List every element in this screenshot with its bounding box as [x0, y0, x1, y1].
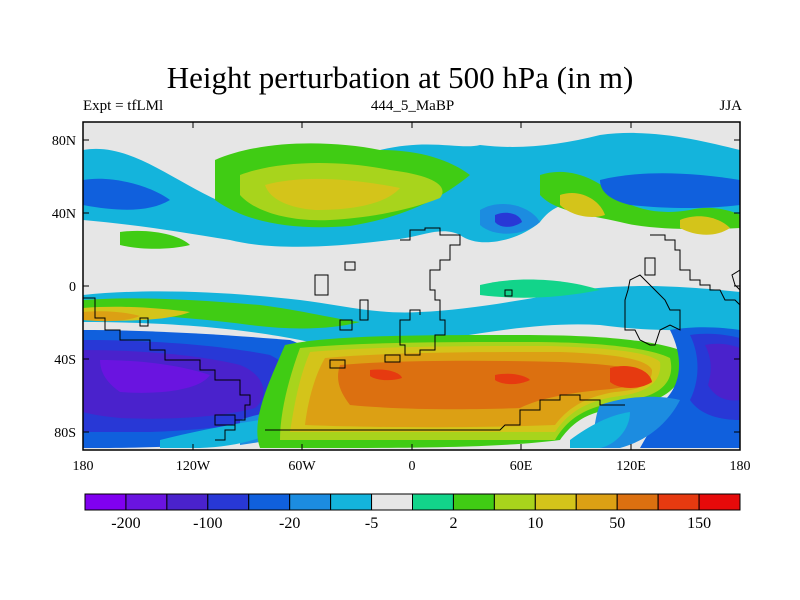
y-tick-label: 40N [52, 207, 76, 222]
x-tick-label: 60E [510, 459, 533, 474]
x-axis: 180 120W 60W 0 60E 120E 180 [73, 122, 751, 474]
coastline-island-11 [731, 269, 740, 291]
coastline-island-8 [644, 257, 656, 276]
colorbar-label: 2 [449, 515, 457, 532]
contour-north-blue-4 [495, 212, 522, 227]
x-tick-label: 120W [176, 459, 211, 474]
colorbar-swatch [493, 493, 536, 511]
x-tick-label: 60W [288, 459, 316, 474]
colorbar-swatch [575, 493, 618, 511]
contour-north-blue-2 [600, 173, 740, 209]
contour-north-yellow-3 [680, 216, 730, 235]
colorbar-swatch [84, 493, 127, 511]
contour-tropical-orange [83, 311, 140, 322]
colorbar-label: -200 [111, 515, 140, 532]
y-tick-label: 40S [54, 353, 76, 368]
coastline-antarctic [265, 394, 625, 431]
coastline-island-4 [139, 317, 149, 327]
season-label: JJA [719, 98, 742, 114]
coastline-island-10 [339, 319, 353, 331]
y-tick-label: 0 [69, 280, 76, 295]
x-tick-label: 0 [409, 459, 416, 474]
x-tick-label: 180 [73, 459, 94, 474]
colorbar-label: 50 [609, 515, 625, 532]
contour-north-yellow-2 [560, 192, 605, 217]
contour-south-purple-east [705, 343, 740, 401]
coastline-australia [624, 274, 681, 346]
experiment-label: Expt = tfLMl [83, 98, 164, 114]
contour-south-red-2 [495, 373, 530, 385]
colorbar-swatch [125, 493, 168, 511]
contour-south-darkorange [338, 360, 645, 410]
colorbar-swatch [452, 493, 495, 511]
contour-south-cyan-east [570, 412, 630, 448]
colorbar-swatch [534, 493, 577, 511]
coastline-island-9 [214, 414, 236, 426]
colorbar-swatch [248, 493, 291, 511]
colorbar-swatch [657, 493, 700, 511]
y-tick-label: 80S [54, 426, 76, 441]
colorbar-swatch [698, 493, 741, 511]
contour-south-red [610, 365, 652, 388]
colorbar-label: -20 [279, 515, 300, 532]
colorbar-swatch [616, 493, 659, 511]
x-tick-label: 120E [616, 459, 646, 474]
contour-field [83, 122, 740, 450]
contour-tropical-green [83, 298, 360, 329]
coastline-island-2 [344, 261, 356, 271]
coastline-island-6 [384, 354, 401, 363]
coastline-asia-east [650, 234, 740, 306]
contour-north-green-3 [120, 230, 190, 249]
contour-north-blue [83, 178, 170, 210]
coastline-africa [399, 227, 461, 356]
colorbar-swatch [371, 493, 413, 511]
chart-title: Height perturbation at 500 hPa (in m) [166, 60, 634, 95]
x-tick-label: 180 [730, 459, 751, 474]
coastline-island-7 [504, 289, 513, 297]
colorbar-label: 10 [527, 515, 543, 532]
colorbar: -200 -100 -20 -5 2 10 50 150 [84, 493, 741, 532]
colorbar-swatch [330, 493, 373, 511]
y-tick-label: 80N [52, 134, 76, 149]
colorbar-swatch [289, 493, 332, 511]
contour-south-red-3 [370, 369, 402, 381]
coastline-island-3 [359, 299, 369, 321]
colorbar-label: -5 [365, 515, 378, 532]
coastline-island-5 [329, 359, 346, 369]
contour-tropical-green-2 [480, 279, 600, 298]
contour-tropical-cyan [83, 286, 740, 346]
colorbar-swatch [166, 493, 209, 511]
contour-north-yellow [265, 178, 400, 210]
colorbar-label: -100 [193, 515, 222, 532]
y-axis: 80N 40N 0 40S 80S [52, 134, 740, 441]
colorbar-label: 150 [687, 515, 711, 532]
coastline-island-1 [314, 274, 329, 296]
contour-south-purple-2 [100, 360, 210, 393]
coastlines [83, 227, 740, 441]
colorbar-swatch [412, 493, 454, 511]
colorbar-swatch [207, 493, 250, 511]
coastline-south-america [83, 297, 251, 441]
run-label: 444_5_MaBP [370, 98, 455, 114]
